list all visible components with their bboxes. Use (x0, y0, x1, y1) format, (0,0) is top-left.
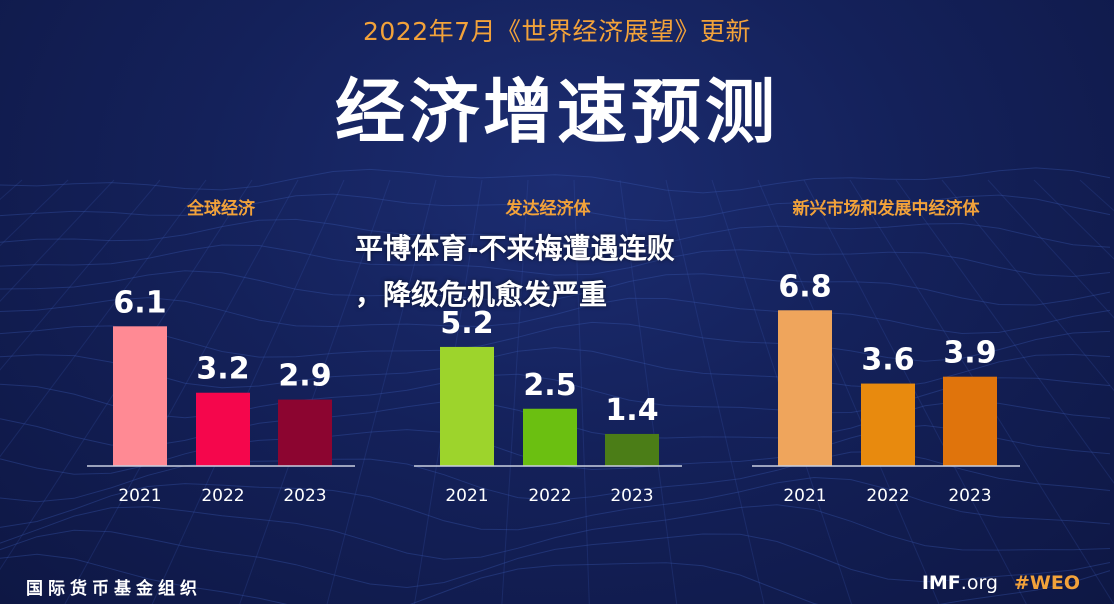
bar-value-label: 6.1 (113, 285, 166, 320)
wire-line (151, 179, 345, 604)
wire-line (803, 179, 1027, 604)
bar (778, 310, 832, 466)
bar (440, 346, 494, 466)
page-title: 经济增速预测 (335, 71, 779, 153)
wire-line (0, 504, 1111, 560)
wire-line (0, 244, 1111, 278)
x-tick-label: 2023 (283, 486, 326, 506)
chart-title: 全球经济 (186, 198, 256, 219)
bar-value-label: 5.2 (440, 306, 493, 341)
wire-line (0, 218, 1111, 249)
wire-line (0, 529, 1111, 589)
bar-value-label: 6.8 (778, 269, 831, 304)
imf-domain-text: .org (960, 572, 998, 594)
bar (605, 433, 659, 466)
footer-branding: IMF.org #WEO (922, 572, 1080, 594)
bar-value-label: 3.9 (943, 336, 996, 371)
x-tick-label: 2021 (445, 486, 488, 506)
wire-line (64, 179, 299, 604)
wire-line (0, 373, 1111, 419)
bar-value-label: 3.6 (861, 343, 914, 378)
wire-line (895, 179, 1114, 484)
overlay-line-1: 平博体育-不来梅遭遇连败 (355, 232, 675, 265)
wire-line (0, 476, 1111, 531)
bar (523, 408, 577, 466)
overlay-line-2: ，降级危机愈发严重 (355, 278, 608, 311)
x-tick-label: 2022 (528, 486, 571, 506)
wire-line (326, 179, 437, 604)
bar (943, 376, 997, 466)
wire-line (0, 347, 1111, 389)
bar-value-label: 2.9 (278, 359, 331, 394)
wire-line (619, 179, 678, 604)
wire-line (665, 179, 765, 604)
chart-title: 新兴市场和发展中经济体 (793, 198, 981, 219)
wire-line (1033, 179, 1114, 260)
imf-logo-text: IMF (921, 572, 961, 594)
bar-value-label: 1.4 (605, 393, 658, 428)
x-tick-label: 2023 (610, 486, 653, 506)
weo-hashtag: #WEO (1013, 572, 1080, 594)
wire-line (757, 179, 940, 604)
wire-line (0, 179, 161, 371)
x-tick-label: 2023 (948, 486, 991, 506)
bar (113, 326, 167, 466)
bar (861, 383, 915, 466)
bar (196, 392, 250, 466)
x-tick-label: 2021 (118, 486, 161, 506)
wire-line (0, 193, 1111, 222)
wire-line (0, 321, 1111, 362)
x-tick-label: 2022 (201, 486, 244, 506)
x-tick-label: 2021 (783, 486, 826, 506)
footer-org-name: 国际货币基金组织 (26, 579, 202, 599)
overlay-caption: 平博体育-不来梅遭遇连败 ，降级危机愈发严重 (355, 226, 775, 318)
bar-value-label: 3.2 (196, 352, 249, 387)
wire-line (501, 179, 529, 604)
bar (278, 399, 332, 466)
wire-line (0, 167, 1111, 194)
wire-line (0, 297, 1111, 335)
chart-title: 发达经济体 (505, 198, 592, 219)
x-tick-label: 2022 (866, 486, 909, 506)
wire-line (941, 179, 1114, 392)
bar-value-label: 2.5 (523, 368, 576, 403)
wire-line (573, 179, 590, 604)
wire-line (0, 270, 1111, 306)
page-subtitle: 2022年7月《世界经济展望》更新 (362, 17, 752, 46)
wire-line (987, 179, 1114, 319)
wire-line (0, 179, 207, 458)
wire-line (239, 179, 391, 604)
wire-line (0, 553, 1111, 604)
wire-line (0, 179, 115, 302)
